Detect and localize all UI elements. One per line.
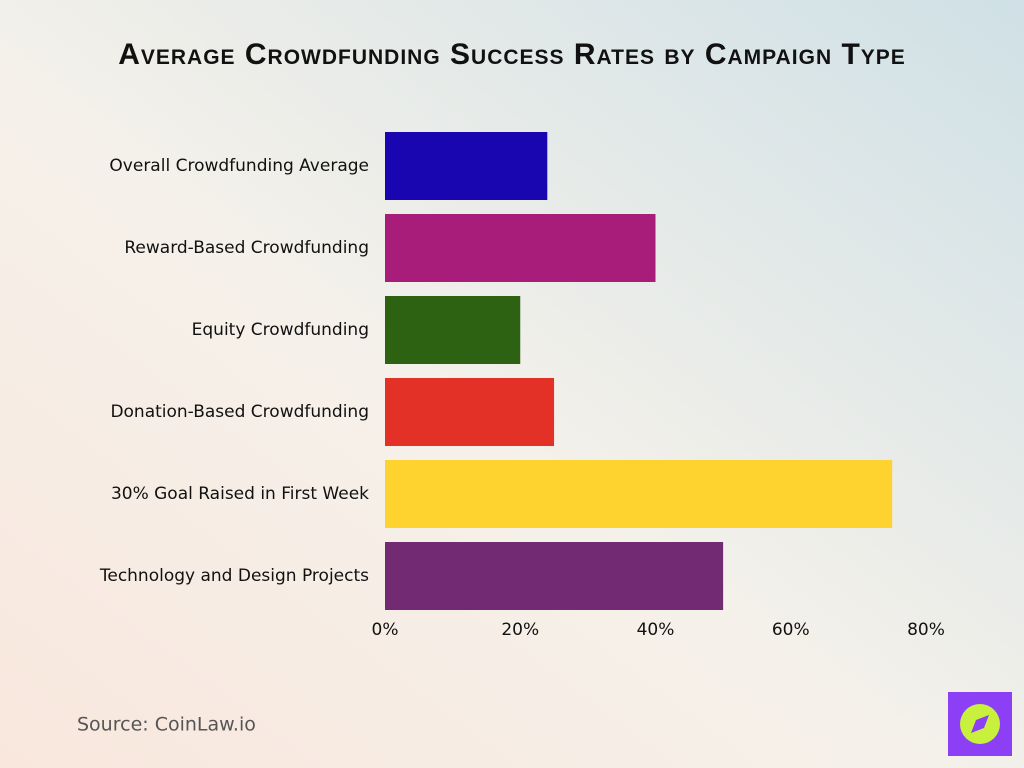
bar	[385, 296, 521, 364]
bar	[385, 542, 724, 610]
y-tick-label: Technology and Design Projects	[99, 566, 369, 586]
bar	[385, 214, 656, 282]
y-tick-label: 30% Goal Raised in First Week	[111, 484, 369, 504]
y-tick-label: Donation-Based Crowdfunding	[110, 402, 369, 422]
logo	[948, 692, 1012, 756]
x-tick-label: 0%	[372, 620, 399, 640]
bar	[385, 460, 893, 528]
y-tick-label: Equity Crowdfunding	[192, 320, 369, 340]
y-tick-label: Reward-Based Crowdfunding	[124, 238, 369, 258]
chart-title: Average Crowdfunding Success Rates by Ca…	[118, 38, 906, 71]
x-tick-label: 40%	[637, 620, 675, 640]
bar	[385, 378, 555, 446]
x-tick-label: 80%	[907, 620, 945, 640]
x-tick-label: 20%	[501, 620, 539, 640]
bar	[385, 132, 548, 200]
y-tick-label: Overall Crowdfunding Average	[109, 156, 369, 176]
source: Source: CoinLaw.io	[77, 714, 256, 736]
x-tick-label: 60%	[772, 620, 810, 640]
